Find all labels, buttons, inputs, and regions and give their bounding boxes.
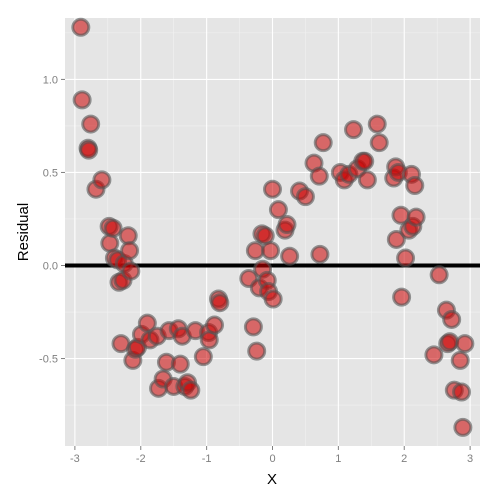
data-point: [440, 332, 460, 352]
x-axis-title: X: [267, 471, 277, 488]
data-point: [309, 166, 329, 186]
data-point: [245, 241, 265, 261]
x-axis-ticks: -3 -2 -1 0 1 2 3: [70, 446, 473, 465]
x-tick-label: -1: [202, 453, 212, 465]
data-point: [181, 380, 201, 400]
data-point: [277, 215, 297, 235]
x-tick-label: 3: [467, 453, 473, 465]
x-tick-label: -2: [136, 453, 146, 465]
data-point: [193, 347, 213, 367]
data-point: [452, 382, 472, 402]
data-point: [405, 175, 425, 195]
data-point: [369, 133, 389, 153]
data-point: [79, 140, 99, 160]
data-point: [121, 261, 141, 281]
data-point: [170, 354, 190, 374]
data-point: [424, 345, 444, 365]
y-tick-label: -0.5: [39, 354, 58, 366]
data-point: [310, 244, 330, 264]
x-tick-label: 2: [401, 453, 407, 465]
data-point: [205, 315, 225, 335]
y-tick-label: 1.0: [43, 74, 58, 86]
x-tick-label: -3: [70, 453, 80, 465]
data-point: [280, 246, 300, 266]
residual-points: [71, 17, 475, 437]
data-point: [261, 241, 281, 261]
data-point: [355, 151, 375, 171]
data-point: [103, 218, 123, 238]
x-tick-label: 0: [269, 453, 275, 465]
data-point: [453, 417, 473, 437]
y-axis-title: Residual: [15, 203, 32, 261]
data-point: [386, 229, 406, 249]
data-point: [406, 207, 426, 227]
data-point: [450, 350, 470, 370]
data-point: [263, 289, 283, 309]
data-point: [344, 120, 364, 140]
y-tick-label: 0.0: [43, 260, 58, 272]
data-point: [92, 170, 112, 190]
y-axis-ticks: -0.5 0.0 0.5 1.0: [39, 74, 65, 366]
data-point: [429, 265, 449, 285]
data-point: [263, 179, 282, 199]
data-point: [81, 114, 101, 134]
data-point: [268, 200, 288, 220]
data-point: [357, 170, 377, 190]
data-point: [442, 309, 462, 329]
major-gridlines: [65, 18, 480, 446]
data-point: [210, 293, 230, 313]
x-tick-label: 1: [335, 453, 341, 465]
data-point: [295, 187, 315, 207]
data-point: [71, 17, 91, 37]
data-point: [120, 241, 140, 261]
data-point: [392, 287, 412, 307]
data-point: [243, 317, 263, 337]
data-point: [396, 248, 416, 268]
data-point: [313, 133, 333, 153]
data-point: [72, 90, 92, 110]
data-point: [247, 341, 267, 361]
y-tick-label: 0.5: [43, 167, 58, 179]
data-point: [455, 334, 475, 354]
data-point: [367, 114, 387, 134]
